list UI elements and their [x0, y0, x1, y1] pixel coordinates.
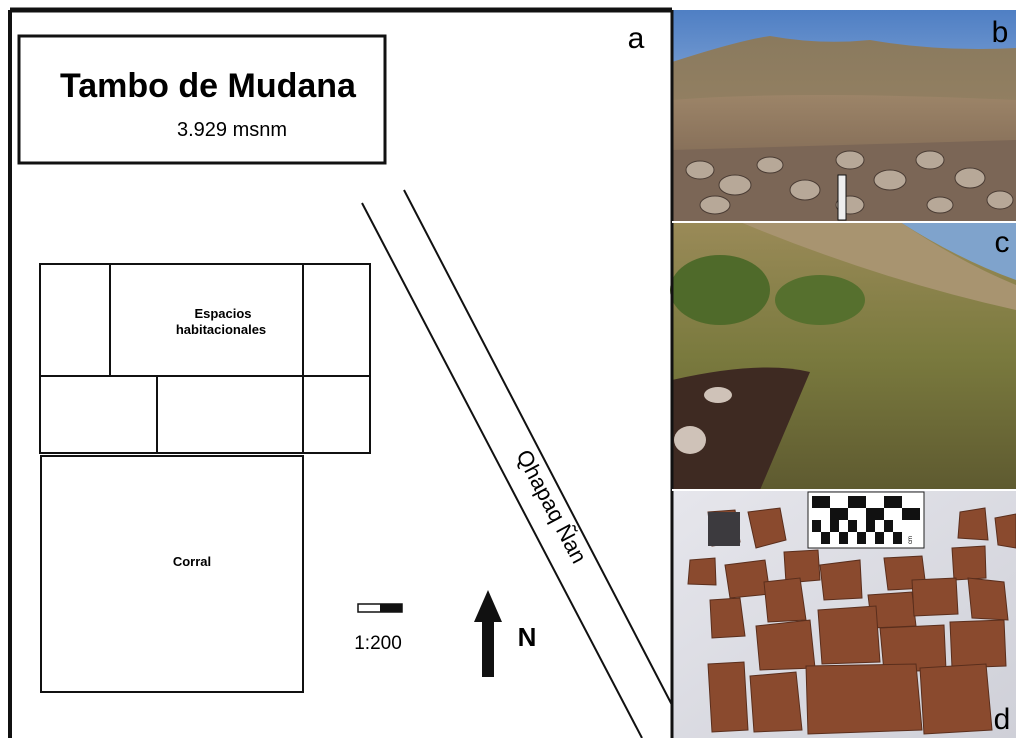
panel-label: c: [995, 226, 1010, 259]
photo-stone: [704, 387, 732, 403]
scale-unit: cm: [908, 536, 914, 544]
rooms-label: habitacionales: [176, 322, 266, 337]
panel-b: b: [672, 10, 1016, 222]
panel-label: b: [992, 16, 1009, 49]
title: Tambo de Mudana: [60, 67, 357, 105]
scale-bar-fill: [380, 604, 402, 612]
photo-scale-rod: [838, 175, 846, 220]
figure: a Tambo de Mudana 3.929 msnm Espacios ha…: [0, 0, 1016, 738]
panel-label: a: [628, 22, 645, 55]
photo-shrub: [670, 255, 770, 325]
rooms-label: Espacios: [194, 306, 251, 321]
photo-stone: [674, 426, 706, 454]
elevation: 3.929 msnm: [177, 119, 287, 141]
corral-label: Corral: [173, 554, 211, 569]
photo-sherd-dark: [708, 512, 740, 546]
north-label: N: [518, 622, 537, 652]
panel-c: c: [670, 222, 1016, 490]
photo-shrub: [775, 275, 865, 325]
photo-scale-card: cm: [808, 492, 924, 548]
panel-label: d: [994, 703, 1011, 736]
panel-d: cm d: [672, 490, 1016, 738]
scale-label: 1:200: [354, 633, 402, 654]
